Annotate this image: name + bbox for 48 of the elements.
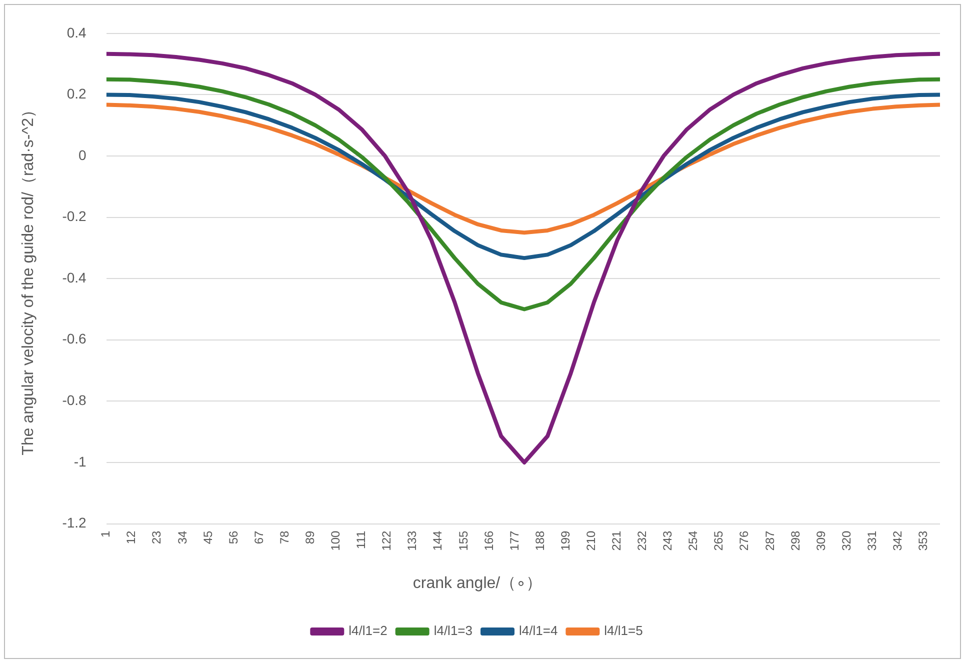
x-tick-label: 320 bbox=[839, 530, 854, 551]
x-tick-label: 309 bbox=[814, 530, 828, 551]
x-tick-label: 67 bbox=[252, 530, 266, 544]
x-tick-label: 254 bbox=[686, 530, 700, 551]
x-tick-label: 56 bbox=[226, 530, 240, 544]
x-tick-label: 1 bbox=[98, 530, 113, 538]
x-tick-label: 166 bbox=[482, 530, 496, 551]
x-tick-label: 100 bbox=[328, 530, 343, 551]
x-tick-label: 298 bbox=[788, 530, 802, 551]
x-tick-label: 331 bbox=[864, 530, 879, 551]
y-tick-label: -1.2 bbox=[62, 514, 87, 531]
x-axis-title: crank angle/（∘） bbox=[412, 574, 542, 592]
y-tick-label: -1 bbox=[74, 453, 87, 470]
x-tick-label: 12 bbox=[124, 530, 138, 544]
y-tick-label: -0.8 bbox=[62, 392, 87, 408]
x-tick-label: 111 bbox=[354, 530, 368, 550]
x-tick-label: 133 bbox=[405, 530, 420, 551]
x-tick-label: 243 bbox=[660, 530, 675, 551]
x-tick-label: 232 bbox=[635, 530, 650, 551]
x-tick-label: 122 bbox=[380, 530, 394, 551]
x-tick-label: 45 bbox=[200, 530, 215, 544]
x-tick-label: 276 bbox=[737, 530, 752, 551]
legend-label: l4/l1=3 bbox=[434, 623, 472, 638]
y-tick-label: 0.2 bbox=[66, 86, 87, 102]
x-tick-label: 221 bbox=[610, 530, 624, 551]
y-tick-label: 0 bbox=[78, 146, 87, 163]
y-tick-label: -0.4 bbox=[62, 269, 87, 286]
x-tick-label: 188 bbox=[532, 530, 547, 551]
x-tick-label: 353 bbox=[916, 530, 930, 551]
x-tick-label: 287 bbox=[762, 530, 777, 551]
x-tick-label: 34 bbox=[175, 530, 190, 544]
x-tick-label: 199 bbox=[558, 530, 572, 551]
y-tick-label: -0.6 bbox=[62, 330, 87, 347]
legend-label: l4/l1=4 bbox=[519, 623, 558, 638]
legend-label: l4/l1=2 bbox=[348, 623, 388, 638]
y-tick-label: 0.4 bbox=[66, 24, 87, 40]
y-axis-title: The angular velocity of the guide rod/（rad·s-^2） bbox=[20, 102, 38, 456]
x-tick-label: 177 bbox=[507, 530, 522, 551]
x-tick-label: 23 bbox=[150, 530, 164, 544]
x-tick-label: 78 bbox=[277, 530, 292, 544]
y-tick-label: -0.2 bbox=[62, 208, 87, 224]
x-tick-label: 89 bbox=[302, 530, 317, 544]
x-tick-label: 155 bbox=[456, 530, 470, 551]
legend-label: l4/l1=5 bbox=[604, 623, 643, 638]
x-tick-label: 210 bbox=[584, 530, 598, 551]
x-tick-label: 265 bbox=[712, 530, 726, 551]
x-tick-label: 144 bbox=[430, 530, 445, 551]
x-tick-label: 342 bbox=[890, 530, 905, 551]
